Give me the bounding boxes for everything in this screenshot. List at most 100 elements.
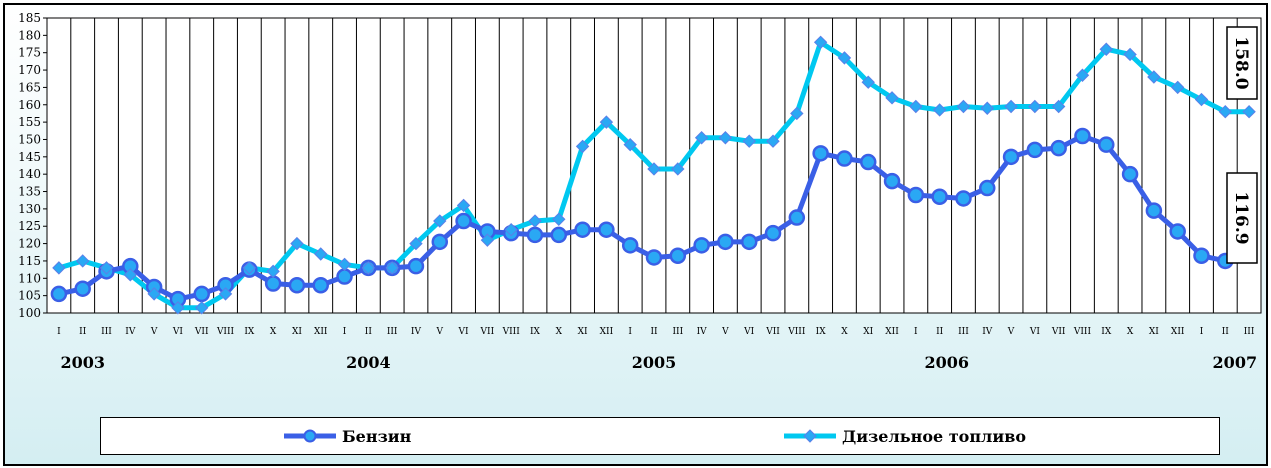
data-point-benzin (74, 280, 91, 297)
data-point-benzin (264, 275, 282, 292)
data-point-diesel (790, 106, 804, 121)
data-point-benzin (1193, 247, 1210, 264)
data-point-benzin (1145, 202, 1163, 219)
data-point-diesel (837, 51, 852, 65)
y-tick-label: 180 (18, 28, 41, 42)
x-tick-label: IV (411, 327, 422, 337)
x-tick-label: V (436, 327, 444, 337)
year-label: 2007 (1213, 353, 1258, 372)
x-tick-label: IX (816, 327, 827, 337)
data-point-diesel (552, 212, 566, 227)
data-point-diesel (1218, 104, 1233, 119)
x-tick-label: II (365, 327, 373, 337)
y-tick-label: 110 (18, 271, 41, 285)
data-point-benzin (1074, 127, 1091, 145)
year-label: 2006 (925, 353, 970, 372)
x-tick-label: I (343, 327, 347, 337)
data-point-benzin (764, 224, 782, 242)
data-point-benzin (621, 237, 639, 254)
data-point-benzin (1098, 136, 1115, 153)
year-label: 2003 (60, 353, 105, 372)
data-point-diesel (266, 264, 280, 279)
data-point-diesel (599, 115, 614, 129)
x-tick-label: III (958, 327, 969, 337)
y-tick-label: 115 (18, 254, 41, 268)
data-point-diesel (195, 301, 209, 315)
x-tick-label: VIII (502, 327, 521, 337)
data-point-diesel (1099, 42, 1113, 56)
x-tick-label: VII (1051, 327, 1066, 337)
legend-item-benzin: Бензин (284, 418, 411, 454)
data-point-diesel (1147, 70, 1161, 84)
x-tick-label: II (1222, 327, 1230, 337)
data-point-diesel (123, 268, 138, 282)
data-point-benzin (979, 179, 996, 197)
x-tick-label: I (628, 327, 632, 337)
data-point-diesel (1075, 68, 1090, 82)
data-point-diesel (1028, 99, 1042, 114)
y-tick-label: 125 (18, 219, 41, 233)
data-point-benzin (336, 268, 353, 285)
data-point-benzin (1050, 139, 1067, 157)
x-tick-label: VI (172, 327, 183, 337)
x-tick-label: VIII (1073, 327, 1092, 337)
y-tick-label: 150 (18, 132, 41, 146)
x-tick-label: III (672, 327, 683, 337)
data-point-benzin (431, 233, 449, 251)
legend-line-diesel-icon (784, 429, 836, 443)
x-tick-label: XII (600, 327, 614, 337)
data-point-benzin (955, 190, 972, 207)
y-tick-label: 135 (18, 185, 41, 199)
data-point-diesel (290, 236, 304, 251)
y-tick-label: 170 (18, 63, 41, 77)
data-point-benzin (288, 276, 306, 294)
y-tick-label: 155 (18, 115, 41, 129)
line-chart: 100 105 110 115 120 125 130 135 140 145 150 155 160 1… (18, 11, 1262, 372)
data-point-diesel (456, 198, 471, 213)
data-point-diesel (528, 214, 542, 228)
end-value-label: 158.0 (1231, 36, 1251, 89)
x-tick-label: VIII (216, 327, 235, 337)
chart-frame: 100 105 110 115 120 125 130 135 140 145 150 155 160 1… (3, 3, 1268, 466)
x-tick-label: VI (1029, 327, 1040, 337)
x-tick-label: II (936, 327, 944, 337)
legend-line-benzin-icon (284, 429, 336, 443)
data-point-benzin (50, 285, 68, 303)
x-tick-label: X (556, 327, 563, 337)
data-point-benzin (1026, 141, 1044, 159)
data-point-diesel (956, 99, 971, 114)
y-tick-label: 145 (18, 150, 41, 164)
x-tick-label: IX (530, 327, 541, 337)
x-tick-label: V (1007, 327, 1015, 337)
data-point-diesel (932, 103, 947, 117)
x-tick-label: IV (982, 327, 993, 337)
data-point-diesel (694, 131, 709, 145)
data-point-benzin (645, 249, 663, 266)
x-tick-label: IV (125, 327, 136, 337)
y-tick-label: 105 (18, 289, 41, 303)
end-value-label: 116.9 (1231, 191, 1251, 244)
x-tick-label: I (914, 327, 918, 337)
data-point-diesel (480, 233, 495, 247)
end-value-box (1226, 172, 1258, 264)
legend-item-diesel: Дизельное топливо (784, 418, 1026, 454)
x-tick-label: III (387, 327, 398, 337)
data-point-diesel (337, 257, 352, 272)
data-point-benzin (598, 221, 615, 238)
data-point-diesel (1242, 104, 1256, 119)
data-point-diesel (1194, 92, 1209, 107)
x-tick-label: VII (194, 327, 209, 337)
x-tick-label: X (841, 327, 848, 337)
x-tick-label: I (57, 327, 61, 337)
x-tick-label: XII (885, 327, 899, 337)
legend: Бензин Дизельное топливо (100, 417, 1220, 455)
data-point-diesel (218, 287, 233, 301)
legend-label-benzin: Бензин (342, 426, 412, 446)
data-point-diesel (147, 287, 161, 301)
data-point-diesel (766, 134, 780, 148)
data-point-diesel (75, 254, 90, 268)
data-point-diesel (385, 261, 399, 275)
data-point-diesel (861, 75, 875, 89)
data-point-diesel (361, 261, 376, 275)
x-tick-label: I (1200, 327, 1204, 337)
